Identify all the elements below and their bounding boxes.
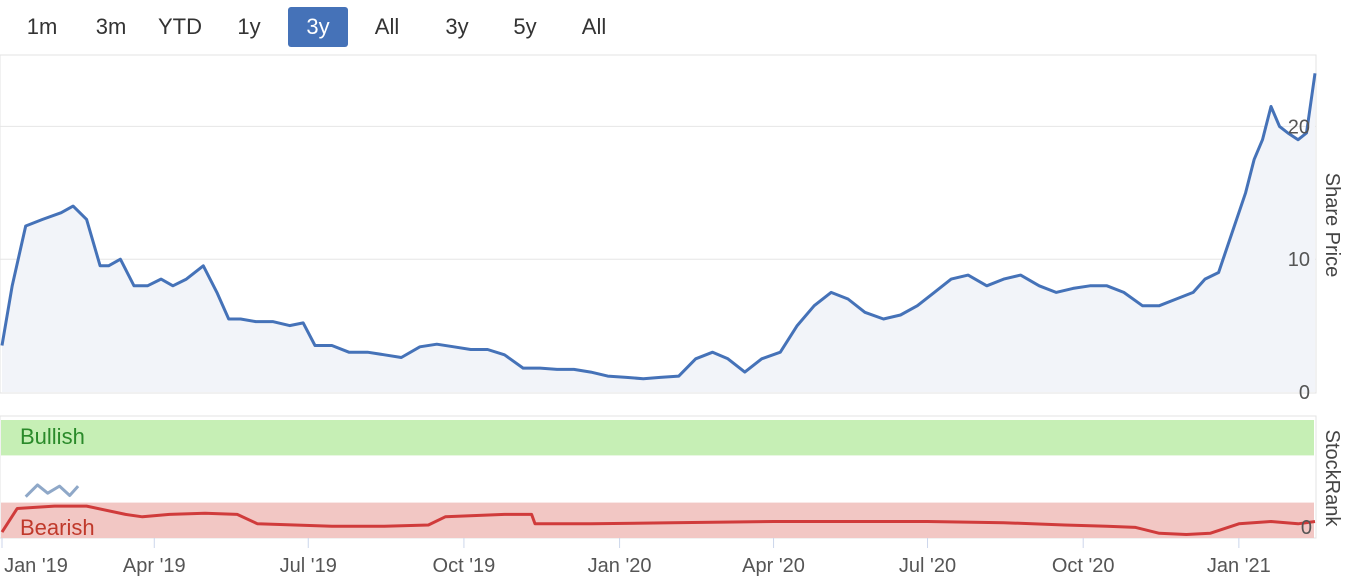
price-area-fill xyxy=(2,73,1315,393)
xtick-label: Oct '19 xyxy=(433,555,496,577)
range-button-5y[interactable]: 5y xyxy=(513,14,537,39)
price-ytick-label: 10 xyxy=(1288,249,1310,271)
range-button-1m[interactable]: 1m xyxy=(26,14,58,39)
range-button-3y-secondary[interactable]: 3y xyxy=(445,14,469,39)
stockrank-series-line xyxy=(0,504,1316,536)
xtick-label: Oct '20 xyxy=(1052,555,1115,577)
price-ytick-label: 20 xyxy=(1288,116,1310,138)
stockrank-axis-title: StockRank xyxy=(1321,430,1343,528)
stockrank-ytick-label: 0 xyxy=(1301,517,1312,539)
xtick-label: Jul '19 xyxy=(280,555,337,577)
range-button-all[interactable]: All xyxy=(374,14,400,39)
stockrank-band-label: Bullish xyxy=(20,424,85,449)
range-button-all-secondary[interactable]: All xyxy=(581,14,607,39)
price-ytick-label: 0 xyxy=(1299,382,1310,404)
xtick-label: Apr '19 xyxy=(123,555,186,577)
xtick-label: Jan '19 xyxy=(4,555,68,577)
price-panel-frame xyxy=(0,54,1317,394)
xtick-label: Apr '20 xyxy=(742,555,805,577)
price-axis-title: Share Price xyxy=(1321,173,1343,278)
range-button-ytd[interactable]: YTD xyxy=(158,14,202,39)
xtick-label: Jan '20 xyxy=(588,555,652,577)
range-button-3y-active[interactable]: 3y xyxy=(288,7,348,47)
xtick-label: Jan '21 xyxy=(1207,555,1271,577)
stockrank-band-bearish xyxy=(1,502,1314,538)
stockrank-series-line xyxy=(24,483,80,498)
range-selector: 1m 3m YTD 1y 3y All 3y 5y All xyxy=(0,0,1365,54)
range-button-3m[interactable]: 3m xyxy=(95,14,127,39)
stockrank-band-label: Bearish xyxy=(20,515,95,540)
xtick-label: Jul '20 xyxy=(899,555,956,577)
price-series-line xyxy=(0,73,1317,381)
range-button-1y[interactable]: 1y xyxy=(237,14,261,39)
stockrank-band-bullish xyxy=(1,420,1314,456)
